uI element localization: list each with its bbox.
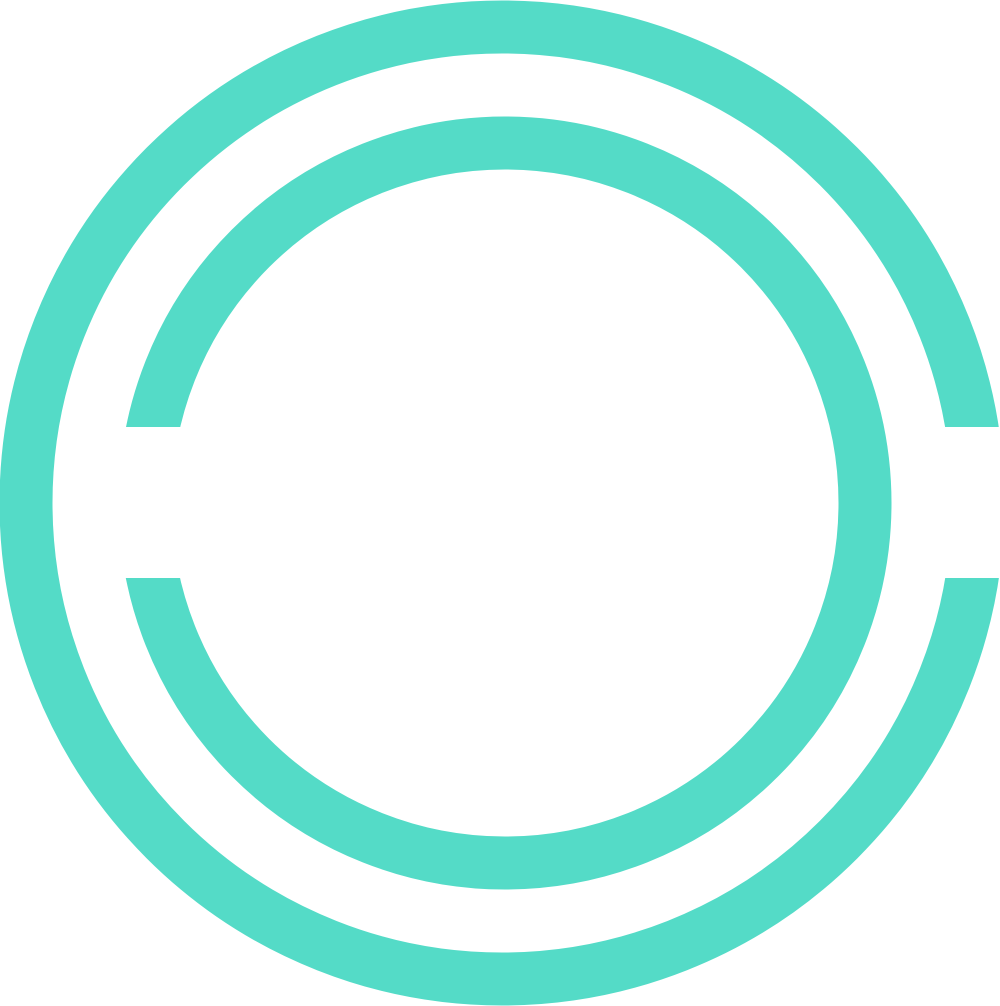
- inner-ring: [118, 116, 892, 890]
